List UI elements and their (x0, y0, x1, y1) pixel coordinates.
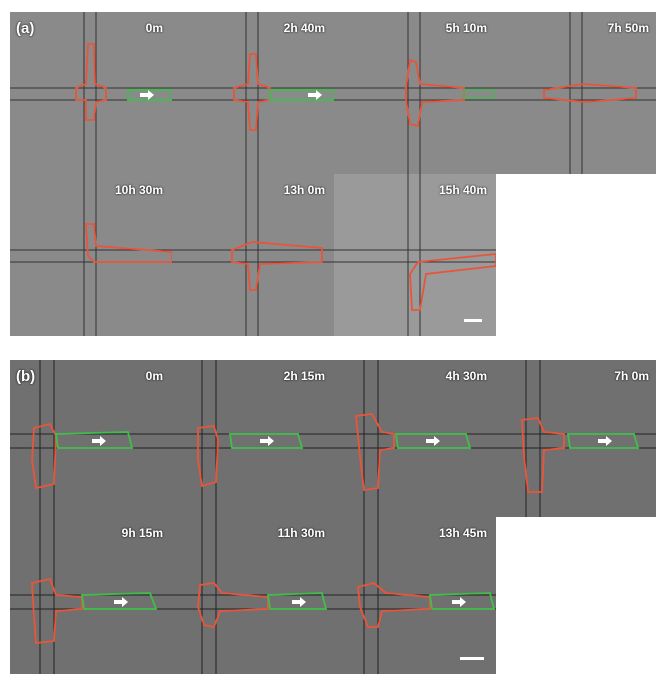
panel-b-frame-2: 2h 15m (172, 360, 334, 517)
timestamp: 0m (145, 21, 163, 35)
timestamp: 2h 40m (283, 21, 325, 35)
timestamp: 5h 10m (445, 21, 487, 35)
timestamp: 13h 0m (283, 183, 325, 197)
panel-b-label: (b) (16, 368, 36, 385)
panel-b-frame-1: 0m (10, 360, 172, 517)
panel-b: (b) 0m 2h 15m (10, 360, 656, 676)
timestamp: 11h 30m (277, 526, 325, 540)
timestamp: 10h 30m (114, 183, 163, 197)
panel-b-frame-3: 4h 30m (334, 360, 496, 517)
panel-a-frame-6: 13h 0m (172, 174, 334, 336)
timestamp: 0m (145, 369, 163, 383)
scale-bar (464, 319, 482, 322)
timestamp: 4h 30m (445, 369, 487, 383)
panel-b-frame-7: 13h 45m (334, 517, 496, 674)
panel-a-frame-3: 5h 10m (334, 12, 496, 174)
panel-a-frame-7: 15h 40m (334, 174, 496, 336)
panel-b-frame-4: 7h 0m (496, 360, 656, 517)
panel-a-frame-5: 10h 30m (10, 174, 172, 336)
panel-b-frame-5: 9h 15m (10, 517, 172, 674)
panel-a: (a) 0m 2h 40m (10, 12, 656, 338)
panel-a-frame-1: 0m (10, 12, 172, 174)
timestamp: 7h 0m (614, 369, 649, 383)
timestamp: 15h 40m (438, 183, 487, 197)
timestamp: 9h 15m (121, 526, 163, 540)
panel-b-frame-6: 11h 30m (172, 517, 334, 674)
scale-bar (460, 657, 484, 660)
panel-a-label: (a) (16, 20, 35, 37)
timestamp: 13h 45m (438, 526, 487, 540)
timestamp: 7h 50m (607, 21, 649, 35)
timestamp: 2h 15m (283, 369, 325, 383)
panel-a-frame-4: 7h 50m (496, 12, 656, 174)
panel-a-frame-2: 2h 40m (172, 12, 334, 174)
